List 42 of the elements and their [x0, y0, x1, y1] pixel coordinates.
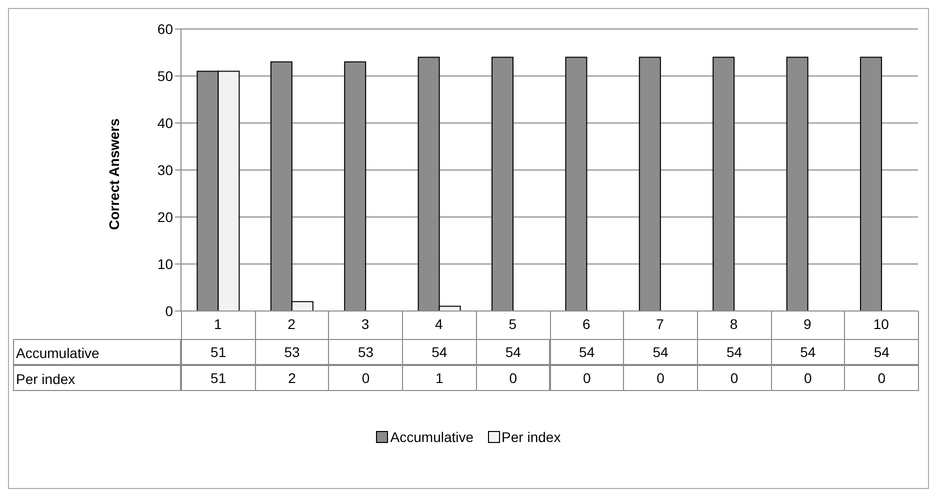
- x-tick-label: 9: [804, 316, 812, 332]
- x-tick-label: 10: [873, 316, 890, 332]
- x-tick-label: 8: [730, 316, 738, 332]
- x-tick-label: 3: [361, 316, 370, 332]
- y-tick-label: 50: [157, 68, 174, 84]
- data-label: 54: [402, 339, 477, 365]
- data-label: 0: [623, 365, 698, 391]
- data-label: 54: [770, 339, 846, 365]
- data-label: 2: [254, 365, 330, 391]
- data-label: 54: [550, 339, 624, 365]
- x-tick-label: 2: [288, 316, 296, 332]
- data-label: 0: [696, 365, 772, 391]
- data-label: 0: [328, 365, 404, 391]
- text: Accumulative: [16, 345, 100, 361]
- data-label: 1: [402, 365, 477, 391]
- data-label: 51: [181, 339, 256, 365]
- y-axis-title: Correct Answers: [106, 118, 122, 230]
- data-label: 51: [181, 365, 256, 391]
- data-label: 54: [844, 339, 919, 365]
- data-label: 54: [696, 339, 772, 365]
- y-tick-label: 30: [157, 162, 174, 178]
- x-tick-label: 7: [656, 316, 664, 332]
- text: Per index: [16, 371, 76, 387]
- data-label: 53: [328, 339, 404, 365]
- y-tick-label: 10: [157, 256, 174, 272]
- data-label: 0: [476, 365, 550, 391]
- x-tick-label: 6: [582, 316, 590, 332]
- data-label: 0: [770, 365, 846, 391]
- data-label: 0: [550, 365, 624, 391]
- data-label: 54: [476, 339, 550, 365]
- y-tick-label: 0: [165, 302, 174, 319]
- legend-label: Per index: [502, 429, 561, 445]
- y-tick-label: 20: [157, 208, 174, 225]
- y-tick-label: 40: [157, 114, 174, 131]
- x-tick-label: 1: [214, 316, 222, 332]
- y-tick-label: 60: [157, 20, 174, 37]
- data-label: 0: [844, 365, 919, 391]
- x-tick-label: 4: [435, 316, 444, 332]
- x-tick-label: 5: [508, 316, 517, 332]
- legend-label: Accumulative: [390, 429, 474, 445]
- data-label: 53: [254, 339, 330, 365]
- data-label: 54: [623, 339, 698, 365]
